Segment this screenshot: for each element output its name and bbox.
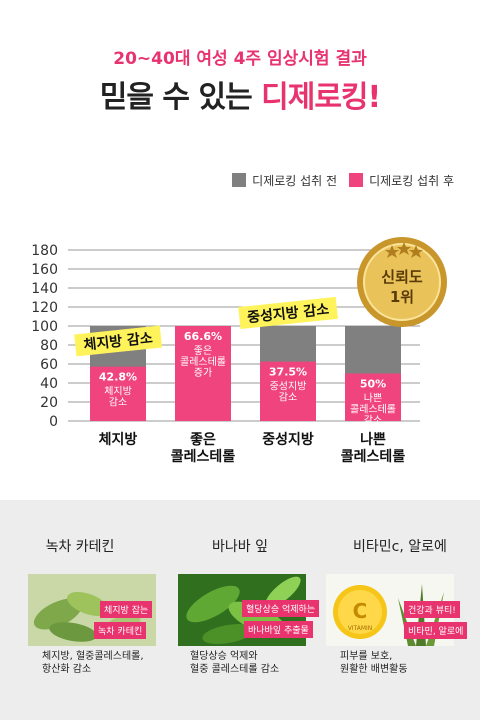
y-tick-label: 120 <box>31 300 58 316</box>
ingredient-tag: 비타민, 알로에 <box>404 622 468 639</box>
vitamin-badge-letter: C <box>353 599 368 623</box>
y-tick-label: 40 <box>40 376 58 392</box>
trust-medal: 신뢰도 1위 <box>357 237 447 327</box>
ingredient-tag: 녹차 카테킨 <box>94 622 147 639</box>
bar-desc-label: 좋은 <box>194 345 212 357</box>
x-tick-label: 중성지방 <box>262 431 314 448</box>
bar-desc-label: 감소 <box>364 415 382 427</box>
legend-item-before: 디제로킹 섭취 전 <box>232 172 337 189</box>
x-tick-label: 좋은 <box>190 432 216 448</box>
medal-line1: 신뢰도 <box>381 268 423 286</box>
bar-pct-label: 50% <box>360 378 386 391</box>
bar-after <box>345 373 401 421</box>
ingredient-tag: 체지방 잡는 <box>100 601 153 618</box>
bar-after <box>175 326 231 421</box>
y-tick-label: 80 <box>40 338 58 354</box>
bar-desc-label: 나쁜 <box>364 393 382 405</box>
title-brand: 디제로킹! <box>261 80 381 115</box>
ingredient-tag: 바나바잎 추출물 <box>244 621 313 638</box>
page-title: 믿을 수 있는 디제로킹! <box>0 72 480 116</box>
callout-highlight: 체지방 감소 <box>74 325 163 357</box>
callout-box <box>238 296 338 330</box>
bar-pct-label: 37.5% <box>269 366 307 379</box>
y-tick-label: 180 <box>31 243 58 259</box>
x-tick-label: 나쁜 <box>360 432 386 448</box>
ingredient-tag: 혈당상승 억제하는 <box>242 600 320 617</box>
chart-legend: 디제로킹 섭취 전 디제로킹 섭취 후 <box>232 172 454 189</box>
legend-label-before: 디제로킹 섭취 전 <box>252 174 338 188</box>
bar-pct-label: 42.8% <box>99 371 137 384</box>
page-subtitle: 20~40대 여성 4주 임상시험 결과 <box>113 49 367 69</box>
bar-desc-label: 감소 <box>109 397 127 409</box>
title-plain: 믿을 수 있는 <box>99 80 253 115</box>
ingredient-desc: 체지방, 혈중콜레스테롤, 항산화 감소 <box>42 651 144 675</box>
y-tick-label: 100 <box>31 319 58 335</box>
bar-desc-label: 체지방 <box>104 386 132 398</box>
legend-label-after: 디제로킹 섭취 후 <box>369 174 454 188</box>
medal-line2: 1위 <box>390 288 414 306</box>
medal-star-icon <box>409 245 423 258</box>
bar-chart: 02040608010012014016018042.8%체지방감소체지방66.… <box>31 243 420 465</box>
ingredient-title: 비타민c, 알로에 <box>353 539 447 555</box>
ingredient-desc: 피부를 보호, 원활한 배변활동 <box>340 651 408 675</box>
vitamin-badge-word: VITAMIN <box>348 625 373 632</box>
medal-star-icon <box>385 245 399 258</box>
callout-box <box>74 325 163 357</box>
bar-after <box>90 366 146 421</box>
x-tick-label: 콜레스테롤 <box>341 449 406 465</box>
bar-desc-label: 중성지방 <box>270 381 307 393</box>
bar-desc-label: 증가 <box>194 367 212 379</box>
bar-desc-label: 감소 <box>279 392 297 404</box>
ingredient-title: 녹차 카테킨 <box>45 539 115 555</box>
bar-pct-label: 66.6% <box>184 330 222 343</box>
y-tick-label: 20 <box>40 395 58 411</box>
ingredient-tag: 건강과 뷰티! <box>404 601 460 618</box>
medal-face <box>363 243 441 321</box>
y-tick-label: 160 <box>31 262 58 278</box>
y-tick-label: 140 <box>31 281 58 297</box>
legend-swatch-before <box>232 173 247 187</box>
y-tick-label: 60 <box>40 357 58 373</box>
ingredient-desc: 혈당상승 억제와 혈중 콜레스테롤 감소 <box>190 651 280 675</box>
callout-highlight: 중성지방 감소 <box>238 296 338 330</box>
bar-desc-label: 콜레스테롤 <box>350 404 396 416</box>
medal-star-icon <box>397 242 411 255</box>
ingredient-title: 바나바 잎 <box>212 539 268 555</box>
bar-desc-label: 콜레스테롤 <box>180 356 226 368</box>
legend-item-after: 디제로킹 섭취 후 <box>349 172 454 189</box>
x-tick-label: 콜레스테롤 <box>171 449 236 465</box>
y-tick-label: 0 <box>49 414 58 430</box>
bar-after <box>260 361 316 421</box>
legend-swatch-after <box>349 173 364 187</box>
x-tick-label: 체지방 <box>99 431 138 448</box>
